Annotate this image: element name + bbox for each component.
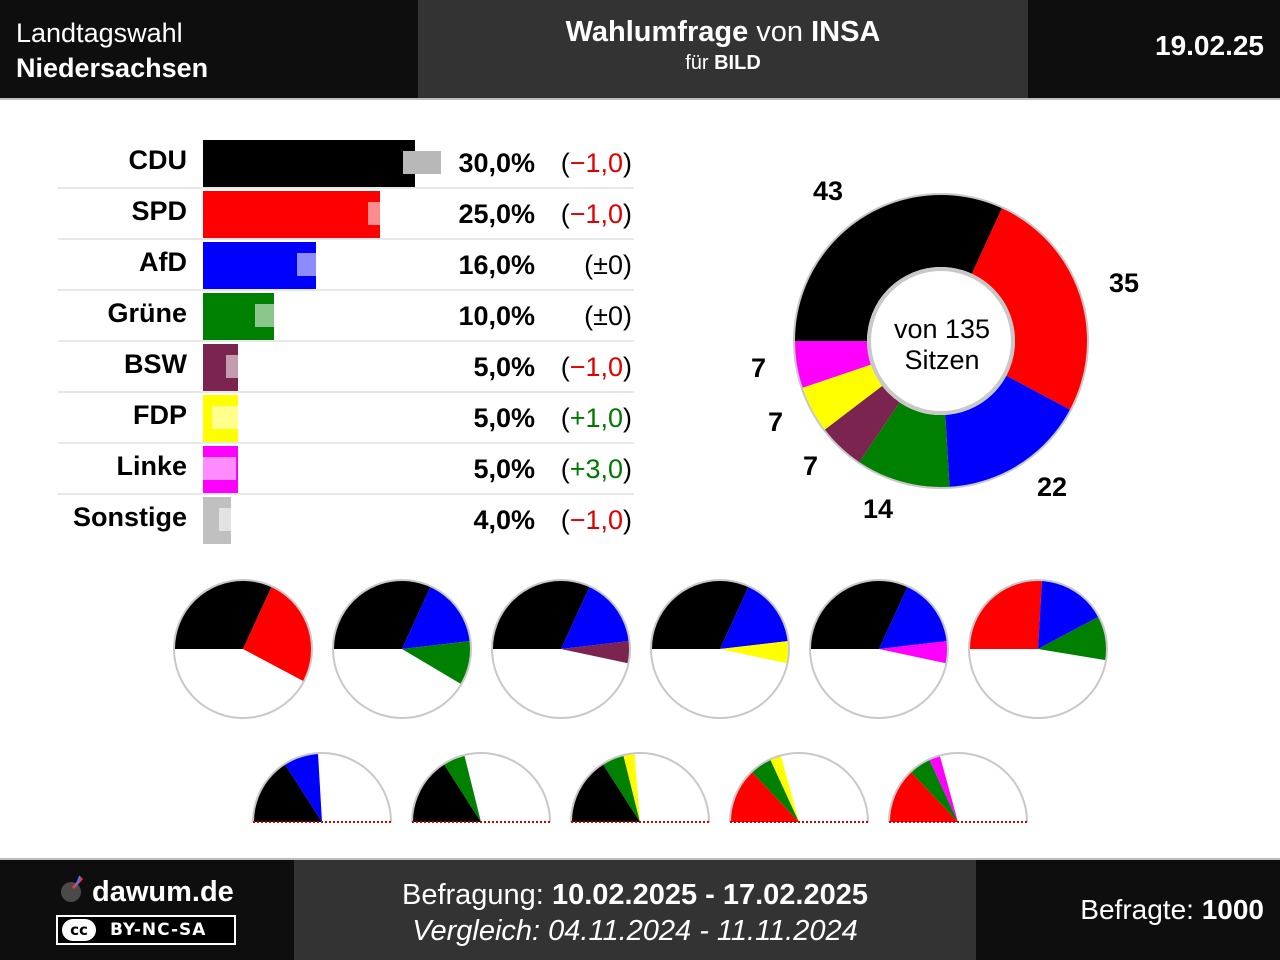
seat-count-label: 7 xyxy=(768,407,784,437)
donut-slice-afd xyxy=(945,375,1071,488)
change-value: (−1,0) xyxy=(560,199,632,229)
vote-share-bar-chart: CDU 30,0% (−1,0) SPD 25,0% (−1,0) AfD 16,0% (±0)… xyxy=(58,138,634,546)
change-value: (−1,0) xyxy=(560,505,632,535)
election-type: Landtagswahl xyxy=(16,18,183,48)
poll-date: 19.02.25 xyxy=(1155,30,1264,61)
footer-divider xyxy=(0,858,1280,860)
election-title: Landtagswahl Niedersachsen xyxy=(16,16,208,86)
change-value: (+1,0) xyxy=(560,403,632,433)
change-value: (±0) xyxy=(584,250,632,280)
party-label: AfD xyxy=(139,247,187,277)
respondent-count: 1000 xyxy=(1201,894,1264,925)
vote-bar xyxy=(203,140,415,187)
change-value: (+3,0) xyxy=(560,454,632,484)
donut-slice-linke xyxy=(794,341,871,389)
seat-count-label: 43 xyxy=(813,176,844,206)
bar-row: SPD 25,0% (−1,0) xyxy=(58,189,634,240)
donut-slice-grüne xyxy=(858,402,950,488)
footer: dawum.de cc BY-NC-SA Befragung: 10.02.20… xyxy=(0,860,1280,960)
poll-title: Wahlumfrage von INSA für BILD xyxy=(418,0,1028,98)
vote-share-value: 4,0% xyxy=(473,505,535,535)
seat-count-label: 7 xyxy=(751,353,767,383)
donut-center-label: von 135 Sitzen xyxy=(893,314,991,375)
vote-share-value: 10,0% xyxy=(458,301,535,331)
previous-value-marker xyxy=(254,304,293,327)
bar-row: CDU 30,0% (−1,0) xyxy=(58,138,634,189)
previous-value-marker xyxy=(297,253,336,276)
change-value: (±0) xyxy=(584,301,632,331)
donut-hole xyxy=(867,267,1015,415)
party-label: SPD xyxy=(131,196,187,226)
donut-slice-fdp xyxy=(801,364,883,431)
brand-name: dawum.de xyxy=(92,876,234,908)
client-name: BILD xyxy=(714,52,761,74)
vote-share-value: 5,0% xyxy=(473,403,535,433)
donut-slice-bsw xyxy=(824,385,900,463)
party-label: Linke xyxy=(116,451,187,481)
change-value: (−1,0) xyxy=(560,352,632,382)
party-label: CDU xyxy=(128,145,188,175)
previous-value-marker xyxy=(219,508,258,531)
party-label: BSW xyxy=(124,349,187,379)
bar-row: Grüne 10,0% (±0) xyxy=(58,291,634,342)
seat-count-label: 35 xyxy=(1109,268,1140,298)
change-value: (−1,0) xyxy=(560,148,632,178)
license-text: BY-NC-SA xyxy=(110,920,207,940)
header-divider xyxy=(0,98,1280,100)
dawum-logo-icon xyxy=(61,875,84,902)
header: Landtagswahl Niedersachsen Wahlumfrage v… xyxy=(0,0,1280,98)
party-label: FDP xyxy=(133,400,187,430)
license-badge: cc BY-NC-SA xyxy=(56,915,236,945)
vote-share-value: 5,0% xyxy=(473,454,535,484)
donut-slice-spd xyxy=(971,207,1088,411)
party-label: Grüne xyxy=(107,298,187,328)
bar-row: Sonstige 4,0% (−1,0) xyxy=(58,495,634,546)
seat-count-label: 22 xyxy=(1037,472,1068,502)
seat-count-label: 7 xyxy=(803,451,819,481)
vote-bar xyxy=(203,191,380,238)
vote-share-value: 16,0% xyxy=(458,250,535,280)
survey-period: 10.02.2025 - 17.02.2025 xyxy=(551,879,868,911)
bar-row: BSW 5,0% (−1,0) xyxy=(58,342,634,393)
bar-row: AfD 16,0% (±0) xyxy=(58,240,634,291)
bar-row: FDP 5,0% (+1,0) xyxy=(58,393,634,444)
previous-value-marker xyxy=(226,355,265,378)
respondents: Befragte: 1000 xyxy=(1080,894,1264,925)
party-label: Sonstige xyxy=(72,502,187,532)
pollster-name: INSA xyxy=(811,16,881,48)
cc-icon: cc xyxy=(62,919,96,941)
vote-share-value: 25,0% xyxy=(458,199,535,229)
previous-value-marker xyxy=(403,151,442,174)
seat-count-label: 14 xyxy=(863,494,894,524)
donut-outline xyxy=(793,193,1089,489)
vote-share-value: 30,0% xyxy=(458,148,535,178)
survey-info: Befragung: 10.02.2025 - 17.02.2025 Vergl… xyxy=(294,860,976,960)
election-region: Niedersachsen xyxy=(16,53,209,83)
vote-share-value: 5,0% xyxy=(473,352,535,382)
previous-value-marker xyxy=(367,202,406,225)
poll-word: Wahlumfrage xyxy=(565,16,749,48)
compare-period: 04.11.2024 - 11.11.2024 xyxy=(548,915,858,947)
previous-value-marker xyxy=(212,406,251,429)
donut-slice-cdu xyxy=(794,194,1003,341)
previous-value-marker xyxy=(198,457,237,480)
bar-row: Linke 5,0% (+3,0) xyxy=(58,444,634,495)
